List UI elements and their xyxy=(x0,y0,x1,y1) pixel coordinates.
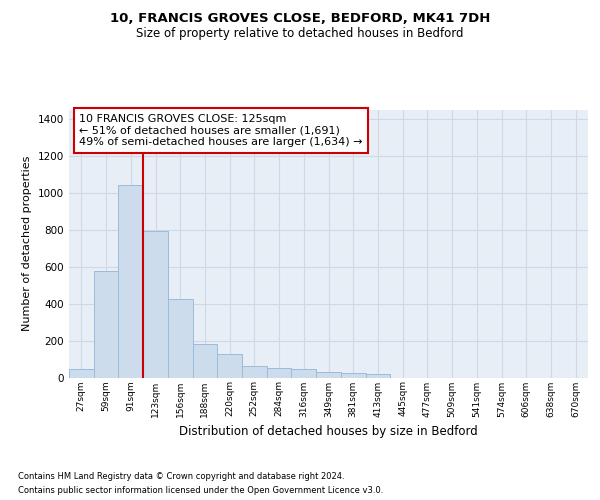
Bar xyxy=(217,354,242,378)
Bar xyxy=(168,299,193,378)
Bar xyxy=(242,366,267,378)
Text: 10, FRANCIS GROVES CLOSE, BEDFORD, MK41 7DH: 10, FRANCIS GROVES CLOSE, BEDFORD, MK41 … xyxy=(110,12,490,26)
Bar xyxy=(118,186,143,378)
Text: Size of property relative to detached houses in Bedford: Size of property relative to detached ho… xyxy=(136,28,464,40)
Bar xyxy=(316,372,341,378)
Bar xyxy=(365,374,390,378)
Bar xyxy=(193,344,217,378)
Bar xyxy=(94,272,118,378)
Bar xyxy=(341,372,365,378)
Bar xyxy=(292,368,316,378)
Bar xyxy=(267,368,292,378)
Bar xyxy=(69,368,94,378)
Text: Contains HM Land Registry data © Crown copyright and database right 2024.: Contains HM Land Registry data © Crown c… xyxy=(18,472,344,481)
Text: 10 FRANCIS GROVES CLOSE: 125sqm
← 51% of detached houses are smaller (1,691)
49%: 10 FRANCIS GROVES CLOSE: 125sqm ← 51% of… xyxy=(79,114,363,147)
Bar xyxy=(143,232,168,378)
Text: Contains public sector information licensed under the Open Government Licence v3: Contains public sector information licen… xyxy=(18,486,383,495)
X-axis label: Distribution of detached houses by size in Bedford: Distribution of detached houses by size … xyxy=(179,425,478,438)
Y-axis label: Number of detached properties: Number of detached properties xyxy=(22,156,32,332)
